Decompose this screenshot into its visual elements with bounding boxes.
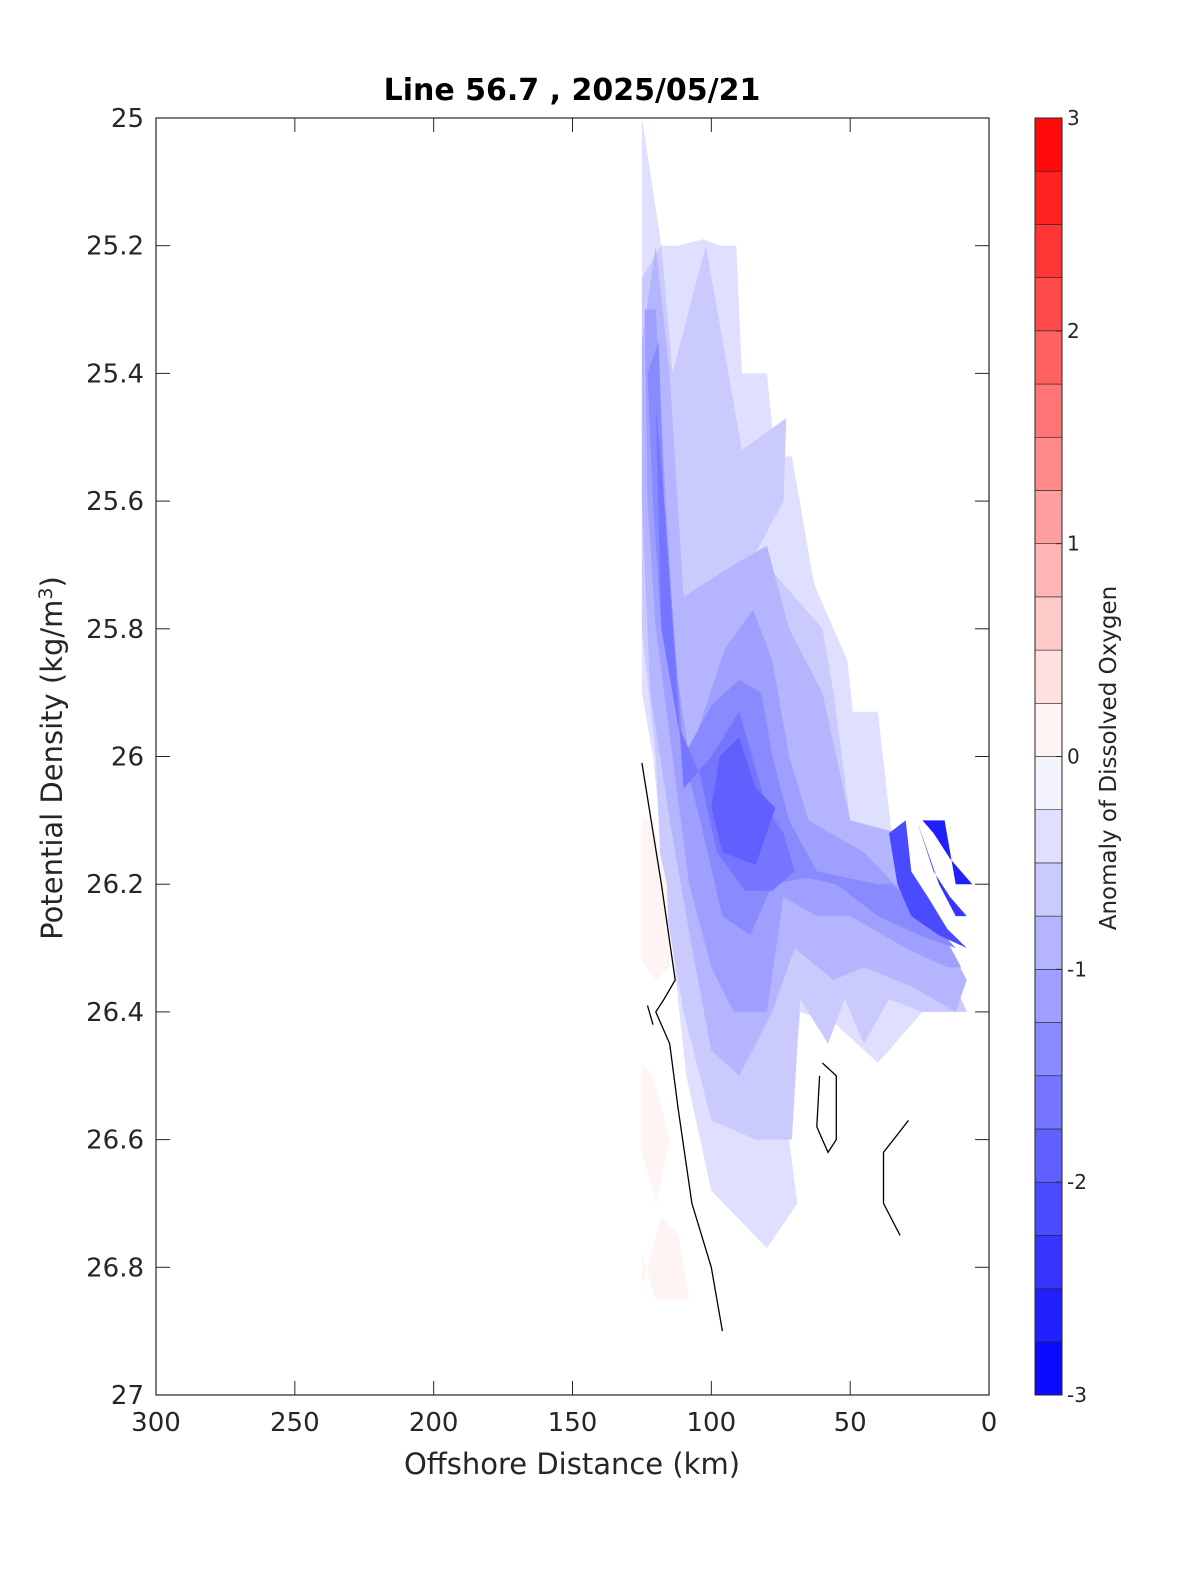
contour-fills [641,118,976,1300]
x-axis-label: Offshore Distance (km) [404,1447,740,1481]
contour-band [641,1216,690,1300]
zero-contour-line [882,1119,910,1236]
contour-band [641,1063,670,1204]
y-tick-label: 26.2 [86,870,144,900]
colorbar: -3 -2 -1 0 1 2 3 [1034,106,1087,1407]
colorbar-swatch [1034,1288,1063,1343]
colorbar-swatch [1034,756,1063,811]
y-axis-label-close: ) [35,576,69,587]
colorbar-swatch [1034,436,1063,491]
contour-band [889,820,967,949]
colorbar-tick-label: 0 [1067,745,1080,769]
colorbar-swatch [1034,702,1063,757]
colorbar-swatch [1034,1075,1063,1130]
colorbar-swatch [1034,1128,1063,1183]
colorbar-tick-label: 2 [1067,319,1080,343]
colorbar-swatch [1034,117,1063,172]
x-tick-label: 100 [687,1408,737,1438]
axis-ticks [155,117,990,1396]
zero-contour-line [646,1005,654,1025]
y-tick-label: 25.8 [86,615,144,645]
colorbar-swatch [1034,170,1063,225]
colorbar-swatch [1034,969,1063,1023]
colorbar-swatch [1034,1341,1063,1396]
y-tick-label: 25.4 [86,359,144,389]
colorbar-swatch [1034,1235,1063,1289]
colorbar-swatch [1034,330,1063,385]
x-tick-label: 250 [270,1408,320,1438]
colorbar-swatch [1034,490,1063,544]
x-tick-label: 150 [548,1408,598,1438]
x-tick-label: 200 [409,1408,459,1438]
y-tick-label: 25.6 [86,487,144,517]
colorbar-tick-label: -3 [1067,1383,1087,1407]
x-tick-label: 300 [131,1408,181,1438]
y-axis-label-main: Potential Density (kg/m [35,600,69,940]
colorbar-swatch [1034,1022,1063,1077]
chart-title: Line 56.7 , 2025/05/21 [384,73,761,108]
colorbar-tick-label: -2 [1067,1170,1087,1194]
zero-contour-line [641,762,724,1332]
colorbar-tick-label: 1 [1067,532,1080,556]
colorbar-tick-label: 3 [1067,106,1080,130]
colorbar-swatch [1034,543,1063,598]
x-tick-label: 50 [834,1408,867,1438]
colorbar-swatches [1034,117,1063,1396]
colorbar-swatch [1034,1181,1063,1236]
y-tick-label: 26.6 [86,1126,144,1156]
colorbar-swatch [1034,915,1063,970]
colorbar-swatch [1034,277,1063,332]
x-tick-labels: 300 250 200 150 100 50 0 [131,1408,997,1438]
colorbar-swatch [1034,809,1063,864]
y-tick-label: 25.2 [86,232,144,262]
colorbar-swatch [1034,383,1063,438]
y-axis-label: Potential Density (kg/m3) [35,576,69,940]
zero-contour-line [816,1062,837,1154]
contour-band [655,405,795,891]
x-tick-label: 0 [981,1408,998,1438]
y-tick-label: 26 [111,743,144,773]
colorbar-label: Anomaly of Dissolved Oxygen [1096,586,1122,931]
y-tick-label: 27 [111,1381,144,1411]
contour-band [641,820,670,980]
contour-band [922,820,973,885]
colorbar-swatch [1034,596,1063,651]
colorbar-swatch [1034,649,1063,704]
contour-lines [641,762,910,1332]
plot-area [155,117,990,1396]
colorbar-swatch [1034,862,1063,917]
contour-band [711,737,776,865]
plot-frame [155,117,990,1396]
y-tick-label: 26.8 [86,1253,144,1283]
y-tick-labels: 25 25.2 25.4 25.6 25.8 26 26.2 26.4 26.6 26.8 27 [86,104,144,1411]
y-tick-label: 25 [111,104,144,134]
y-tick-label: 26.4 [86,998,144,1028]
y-axis-label-sup: 3 [35,587,57,599]
colorbar-tick-label: -1 [1067,957,1087,981]
colorbar-swatch [1034,224,1063,278]
colorbar-ticks: -3 -2 -1 0 1 2 3 [1056,106,1087,1407]
